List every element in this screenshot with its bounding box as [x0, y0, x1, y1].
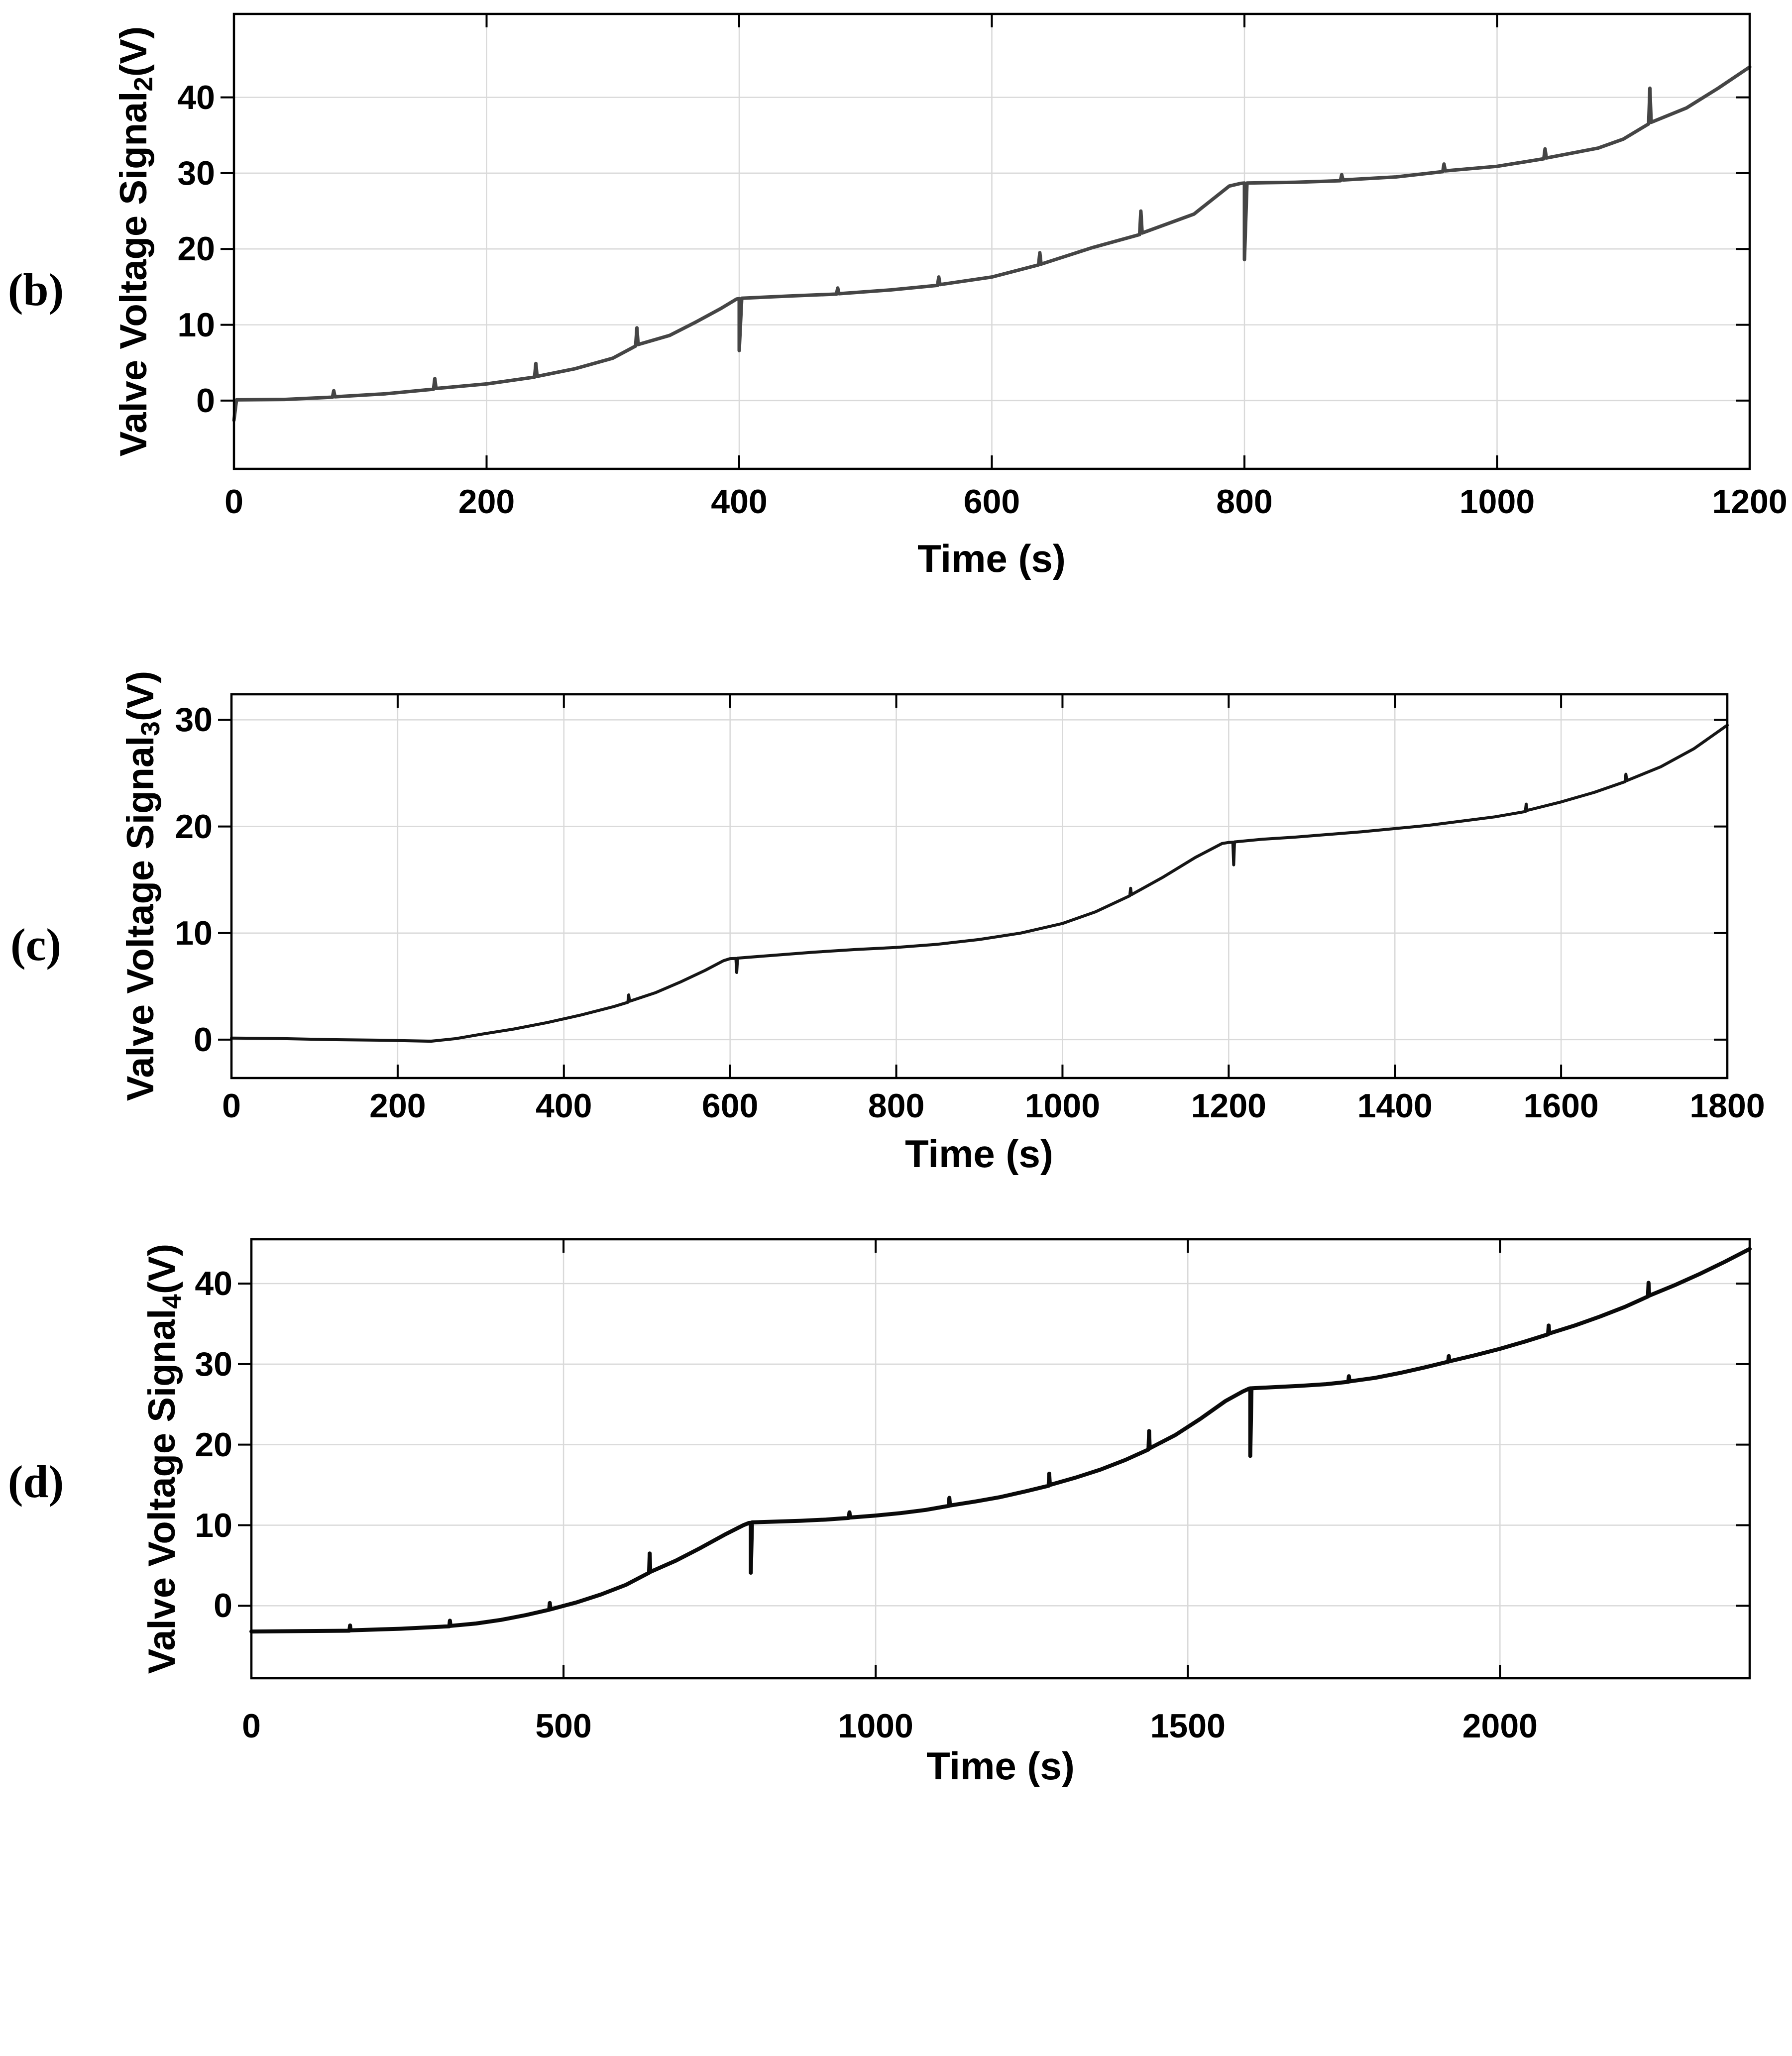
chart-panel-c: [218, 693, 1729, 1080]
y-tick-label: 20: [195, 1425, 232, 1464]
y-tick-label: 30: [175, 701, 213, 739]
x-tick-label: 600: [963, 483, 1020, 521]
y-tick-label: 10: [177, 306, 215, 344]
x-tick-label: 500: [535, 1707, 592, 1745]
x-tick-label: 200: [369, 1087, 426, 1125]
panel-label-b: (b): [7, 264, 64, 315]
y-tick-label: 10: [195, 1506, 232, 1544]
valve-voltage-signal-3-curve: [230, 724, 1729, 1043]
x-tick-label: 400: [711, 483, 768, 521]
x-tick-label: 800: [868, 1087, 925, 1125]
y-tick-label: 10: [175, 914, 213, 952]
charts-canvas: [218, 12, 1752, 1680]
valve-voltage-signal-4-curve: [249, 1247, 1752, 1634]
chart-panel-b: [221, 12, 1752, 470]
plot-box: [230, 693, 1729, 1080]
y-tick-label: 30: [195, 1345, 232, 1383]
x-tick-label: 1400: [1357, 1087, 1433, 1125]
valve-voltage-signal-2-curve: [232, 65, 1752, 422]
x-tick-label: 1500: [1150, 1707, 1226, 1745]
y-tick-label: 20: [175, 807, 213, 846]
x-axis-title-d: Time (s): [926, 1743, 1075, 1788]
x-tick-label: 1000: [1024, 1087, 1101, 1125]
x-tick-label: 400: [536, 1087, 592, 1125]
y-tick-label: 30: [177, 154, 215, 192]
x-tick-label: 1800: [1689, 1087, 1765, 1125]
x-tick-label: 0: [222, 1087, 241, 1125]
plot-box: [250, 1238, 1751, 1680]
panel-label-d: (d): [7, 1456, 64, 1507]
x-tick-label: 600: [701, 1087, 759, 1125]
y-axis-title-b-unit: (V): [112, 26, 155, 77]
y-tick-label: 20: [177, 230, 215, 268]
x-tick-label: 200: [458, 483, 515, 521]
x-tick-label: 800: [1216, 483, 1273, 521]
y-tick-label: 0: [214, 1587, 232, 1625]
plot-box: [232, 12, 1751, 470]
y-tick-label: 40: [177, 78, 215, 116]
x-tick-label: 1000: [838, 1707, 913, 1745]
x-tick-label: 1600: [1523, 1087, 1599, 1125]
x-axis-title-b: Time (s): [917, 536, 1066, 580]
y-tick-label: 40: [195, 1265, 232, 1302]
y-tick-label: 0: [196, 381, 215, 420]
x-tick-label: 1000: [1459, 483, 1535, 521]
x-tick-label: 0: [242, 1707, 261, 1745]
x-axis-title-c: Time (s): [905, 1131, 1053, 1176]
panel-label-c: (c): [10, 919, 62, 970]
y-tick-label: 0: [194, 1020, 213, 1059]
x-tick-label: 0: [224, 483, 243, 521]
chart-panel-d: [238, 1238, 1752, 1680]
x-tick-label: 2000: [1462, 1707, 1538, 1745]
x-tick-label: 1200: [1712, 483, 1788, 521]
figure-valve-voltage-signals: (b) Valve Voltage Signal2(V) Time (s) (c…: [7, 12, 1788, 1788]
x-tick-label: 1200: [1191, 1087, 1266, 1125]
